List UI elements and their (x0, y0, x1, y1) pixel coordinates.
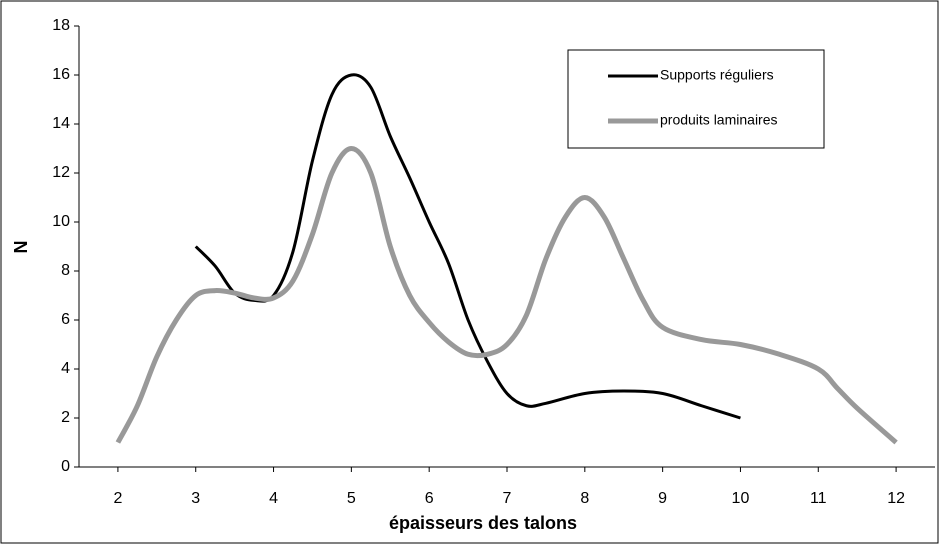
y-tick-label: 2 (61, 409, 70, 426)
x-tick-label: 12 (887, 490, 905, 507)
x-tick-label: 6 (425, 490, 434, 507)
x-tick-label: 7 (503, 490, 512, 507)
y-tick-label: 10 (52, 213, 70, 230)
x-tick-label: 10 (732, 490, 750, 507)
x-tick-label: 5 (347, 490, 356, 507)
y-tick-label: 6 (61, 311, 70, 328)
series-line (115, 146, 898, 445)
x-tick-label: 2 (113, 490, 122, 507)
y-tick-label: 8 (61, 262, 70, 279)
x-tick-label: 4 (269, 490, 278, 507)
y-tick-label: 0 (61, 458, 70, 475)
x-axis-title: épaisseurs des talons (389, 513, 577, 533)
legend-box (567, 49, 825, 149)
y-tick-label: 18 (52, 17, 70, 34)
x-tick-label: 11 (810, 490, 827, 507)
y-tick-label: 16 (52, 66, 70, 83)
legend-label: Supports réguliers (660, 67, 774, 83)
y-tick-label: 12 (52, 164, 70, 181)
y-tick-label: 14 (52, 115, 70, 132)
x-tick-label: 9 (658, 490, 667, 507)
y-axis-title: N (11, 241, 31, 254)
x-tick-label: 8 (580, 490, 589, 507)
legend-label: produits laminaires (660, 112, 778, 128)
x-tick-label: 3 (191, 490, 200, 507)
y-tick-label: 4 (61, 360, 70, 377)
